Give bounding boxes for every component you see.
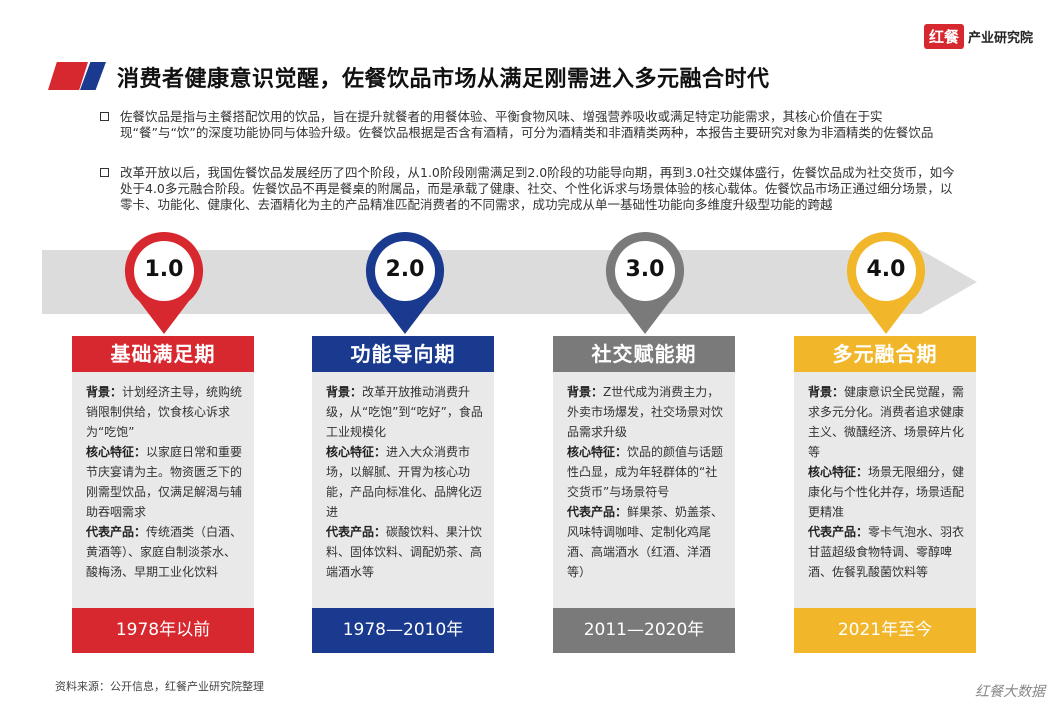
stage-number: 1.0 <box>144 257 184 282</box>
bullet-icon <box>100 112 109 121</box>
stage-details: 背景：Z世代成为消费主力，外卖市场爆发，社交场景对饮品需求升级 核心特征：饮品的… <box>553 372 735 608</box>
stage-period: 2011—2020年 <box>553 608 735 653</box>
logo-text: 产业研究院 <box>967 31 1033 46</box>
intro-text-2: 改革开放以后，我国佐餐饮品发展经历了四个阶段，从1.0阶段刚需满足到2.0阶段的… <box>120 165 955 212</box>
stage-card-3: 社交赋能期 背景：Z世代成为消费主力，外卖市场爆发，社交场景对饮品需求升级 核心… <box>553 336 735 653</box>
stage-3-pin: 3.0 <box>602 228 688 338</box>
page-title: 消费者健康意识觉醒，佐餐饮品市场从满足刚需进入多元融合时代 <box>117 67 770 92</box>
stage-details: 背景：计划经济主导，统购统销限制供给，饮食核心诉求为“吃饱” 核心特征：以家庭日… <box>72 372 254 608</box>
title-accent <box>48 62 106 90</box>
map-pin-icon <box>605 231 685 334</box>
stage-name: 功能导向期 <box>312 336 494 372</box>
stage-period: 1978—2010年 <box>312 608 494 653</box>
map-pin-icon <box>846 231 926 334</box>
stage-period: 1978年以前 <box>72 608 254 653</box>
intro-paragraph-2: 改革开放以后，我国佐餐饮品发展经历了四个阶段，从1.0阶段刚需满足到2.0阶段的… <box>100 165 960 213</box>
stage-number: 3.0 <box>625 257 665 282</box>
stage-details: 背景：健康意识全民觉醒，需求多元分化。消费者追求健康主义、微醺经济、场景碎片化等… <box>794 372 976 608</box>
map-pin-icon <box>124 231 204 334</box>
stage-1-pin: 1.0 <box>121 228 207 338</box>
logo-mark: 红餐 <box>923 24 964 49</box>
watermark: 红餐大数据 <box>975 684 1045 700</box>
stage-number: 4.0 <box>866 257 906 282</box>
stage-details: 背景：改革开放推动消费升级，从“吃饱”到“吃好”，食品工业规模化 核心特征：进入… <box>312 372 494 608</box>
brand-logo: 红餐 产业研究院 <box>923 24 1033 49</box>
stage-4-pin: 4.0 <box>843 228 929 338</box>
stage-period: 2021年至今 <box>794 608 976 653</box>
bullet-icon <box>100 168 109 177</box>
intro-text-1: 佐餐饮品是指与主餐搭配饮用的饮品，旨在提升就餐者的用餐体验、平衡食物风味、增强营… <box>120 109 934 140</box>
stage-card-4: 多元融合期 背景：健康意识全民觉醒，需求多元分化。消费者追求健康主义、微醺经济、… <box>794 336 976 653</box>
stage-name: 社交赋能期 <box>553 336 735 372</box>
stage-card-1: 基础满足期 背景：计划经济主导，统购统销限制供给，饮食核心诉求为“吃饱” 核心特… <box>72 336 254 653</box>
stage-number: 2.0 <box>385 257 425 282</box>
source-note: 资料来源：公开信息，红餐产业研究院整理 <box>55 680 264 693</box>
stage-card-2: 功能导向期 背景：改革开放推动消费升级，从“吃饱”到“吃好”，食品工业规模化 核… <box>312 336 494 653</box>
intro-paragraph-1: 佐餐饮品是指与主餐搭配饮用的饮品，旨在提升就餐者的用餐体验、平衡食物风味、增强营… <box>100 109 960 141</box>
stage-name: 多元融合期 <box>794 336 976 372</box>
stage-name: 基础满足期 <box>72 336 254 372</box>
map-pin-icon <box>365 231 445 334</box>
stage-2-pin: 2.0 <box>362 228 448 338</box>
